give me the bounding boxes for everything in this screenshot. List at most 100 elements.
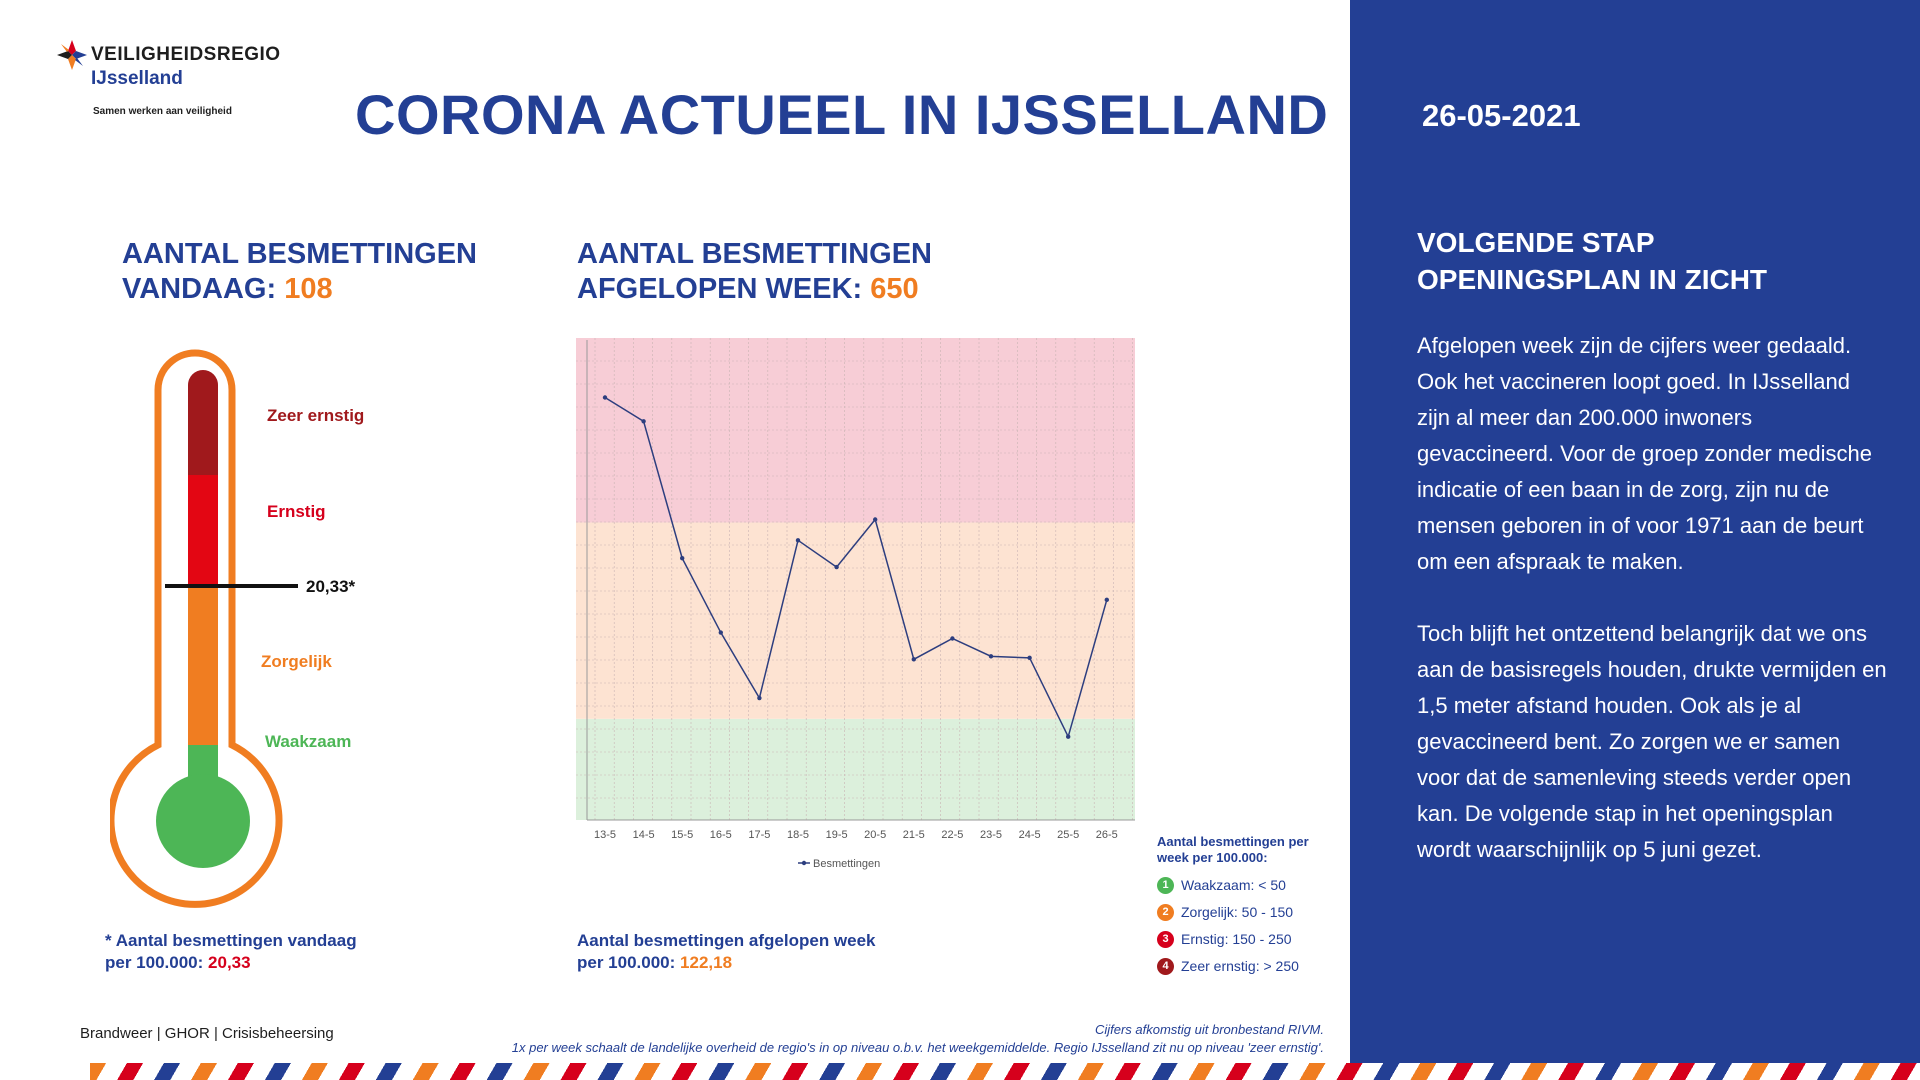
data-point [795,538,801,543]
logo-tagline: Samen werken aan veiligheid [93,106,232,117]
week-footnote-line2: per 100.000: 122,18 [577,952,876,974]
x-tick-label: 16-5 [710,829,732,841]
level-legend-text: Zeer ernstig: > 250 [1181,958,1299,974]
level-legend-title-line1: Aantal besmettingen per [1157,834,1309,849]
footer-source: Cijfers afkomstig uit bronbestand RIVM. [1094,1022,1324,1037]
footer-source-note: 1x per week schaalt de landelijke overhe… [511,1040,1324,1055]
x-tick-label: 21-5 [903,829,925,841]
today-footnote-prefix: per 100.000: [105,953,204,972]
week-footnote-line1: Aantal besmettingen afgelopen week [577,931,876,950]
data-point [1027,655,1032,661]
today-footnote-line1: * Aantal besmettingen vandaag [105,931,357,950]
level-legend-item: 4 Zeer ernstig: > 250 [1157,957,1357,975]
level-label-waakzaam: Waakzaam [265,732,351,751]
x-tick-label: 22-5 [941,829,963,841]
data-point [834,564,839,570]
series-points [602,395,1109,739]
x-tick-label: 17-5 [748,829,770,841]
week-heading-line2: AFGELOPEN WEEK: 650 [577,272,932,307]
today-footnote-line2: per 100.000: 20,33 [105,952,357,974]
date-label: 26-05-2021 [1422,98,1581,133]
logo: VEILIGHEIDSREGIO IJsselland Samen werken… [55,38,315,123]
chart-grid [576,338,1135,820]
level-number-icon: 2 [1157,903,1174,921]
today-heading: AANTAL BESMETTINGEN VANDAAG: 108 [122,237,477,307]
x-tick-label: 24-5 [1019,829,1041,841]
level-legend-text: Ernstig: 150 - 250 [1181,931,1292,947]
level-legend-item: 2 Zorgelijk: 50 - 150 [1157,903,1357,921]
x-tick-label: 14-5 [633,829,655,841]
sidebar-paragraph: Toch blijft het ontzettend belangrijk da… [1417,621,1887,862]
week-heading-line1: AANTAL BESMETTINGEN [577,238,932,270]
series-line-besmettingen [604,396,1108,739]
x-tick-label: 25-5 [1057,829,1079,841]
level-legend-item: 3 Ernstig: 150 - 250 [1157,930,1357,948]
data-point [641,419,646,424]
x-tick-label: 19-5 [826,829,848,841]
level-legend-item: 1 Waakzaam: < 50 [1157,876,1357,894]
level-legend: Aantal besmettingen per week per 100.000… [1157,834,1357,975]
x-tick-label: 23-5 [980,829,1002,841]
thermometer-outline [110,349,283,908]
level-number-icon: 1 [1157,876,1174,894]
x-tick-label: 20-5 [864,829,886,841]
thermometer: 20,33* Zeer ernstig Ernstig Zorgelijk Wa… [110,349,364,908]
data-point [757,695,762,701]
chart-zones [576,338,1135,820]
data-point [602,395,608,400]
today-heading-line1: AANTAL BESMETTINGEN [122,238,477,270]
chart-legend-dot [801,860,807,866]
footer-organisations: Brandweer | GHOR | Crisisbeheersing [80,1025,334,1042]
sidebar-heading-line2: OPENINGSPLAN IN ZICHT [1417,264,1768,295]
week-footnote: Aantal besmettingen afgelopen week per 1… [577,930,876,974]
week-heading: AANTAL BESMETTINGEN AFGELOPEN WEEK: 650 [577,237,932,307]
data-point [1104,597,1109,603]
today-heading-prefix: VANDAAG: [122,273,277,305]
x-tick-label: 13-5 [594,829,616,841]
level-label-zorgelijk: Zorgelijk [261,652,332,671]
sidebar-heading-line1: VOLGENDE STAP [1417,227,1655,258]
logo-star-icon [57,40,87,70]
data-point [680,555,685,561]
data-point [950,636,955,641]
week-heading-prefix: AFGELOPEN WEEK: [577,273,863,305]
data-point [873,517,878,522]
chart-zone-0 [576,718,1135,820]
level-legend-text: Zorgelijk: 50 - 150 [1181,904,1294,920]
level-legend-title: Aantal besmettingen per week per 100.000… [1157,834,1357,866]
data-point [718,630,723,635]
thermometer-bulb [156,774,250,868]
logo-region-name: IJsselland [91,68,183,89]
data-point [911,657,916,662]
level-legend-text: Waakzaam: < 50 [1181,877,1286,893]
airmail-stripe [90,1063,1920,1080]
x-tick-label: 18-5 [787,829,809,841]
sidebar-heading: VOLGENDE STAP OPENINGSPLAN IN ZICHT [1417,224,1767,298]
x-tick-label: 26-5 [1096,829,1118,841]
week-footnote-value: 122,18 [680,953,733,972]
chart-legend: Besmettingen [798,858,880,870]
chart-zone-1 [576,522,1135,719]
today-footnote: * Aantal besmettingen vandaag per 100.00… [105,930,357,974]
week-footnote-prefix: per 100.000: [577,953,676,972]
level-label-ernstig: Ernstig [267,502,326,521]
week-line-chart: 13-5 14-5 15-5 16-5 17-5 18-5 19-5 20-5 21-5 22-5… [576,338,1135,870]
thermometer-marker-label: 20,33* [306,577,356,596]
page-title: CORONA ACTUEEL IN IJSSELLAND [355,83,1329,146]
level-number-icon: 3 [1157,930,1174,948]
level-number-icon: 4 [1157,957,1174,975]
chart-x-tick-labels: 13-5 14-5 15-5 16-5 17-5 18-5 19-5 20-5 21-5 22-5… [594,829,1118,841]
data-point [1066,734,1071,739]
level-label-zeer-ernstig: Zeer ernstig [267,406,364,425]
x-tick-label: 15-5 [671,829,693,841]
data-point [988,654,994,659]
today-footnote-value: 20,33 [208,953,251,972]
level-legend-title-line2: week per 100.000: [1157,850,1268,865]
sidebar-paragraph: Afgelopen week zijn de cijfers weer geda… [1417,333,1872,574]
chart-legend-label: Besmettingen [813,858,880,870]
thermometer-level-zorgelijk [188,585,218,745]
logo-org-name: VEILIGHEIDSREGIO [91,44,281,65]
thermometer-level-ernstig [188,475,218,585]
sidebar-panel: 26-05-2021 VOLGENDE STAP OPENINGSPLAN IN… [1350,0,1920,1080]
chart-zone-2 [576,338,1135,523]
